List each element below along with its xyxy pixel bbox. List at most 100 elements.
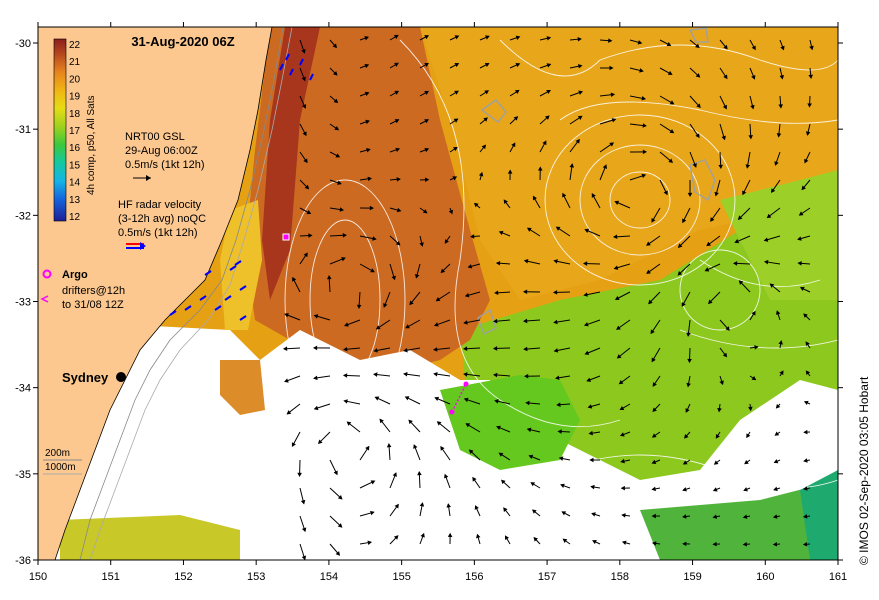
velocity-arrow-head [495, 261, 501, 266]
velocity-arrow-head [732, 261, 738, 266]
velocity-arrow-head [453, 118, 459, 123]
velocity-arrow-head [802, 541, 808, 547]
hf-radar-vector [204, 270, 212, 276]
velocity-arrow-head [344, 322, 349, 327]
velocity-arrow-head [394, 90, 400, 95]
velocity-arrow-head [356, 304, 362, 310]
hf-radar-vectors [169, 53, 314, 321]
velocity-arrow-head [463, 397, 469, 403]
y-tick-label: -33 [15, 297, 31, 309]
velocity-arrow-head [337, 523, 343, 528]
velocity-arrow-head [408, 419, 413, 425]
velocity-arrow-head [805, 370, 811, 376]
x-tick-label: 152 [174, 571, 192, 583]
velocity-arrow-head [803, 313, 808, 318]
colorbar-tick-label: 19 [69, 92, 81, 103]
sydney-marker [116, 372, 126, 382]
velocity-arrow-head [590, 484, 595, 490]
velocity-arrow-head [332, 43, 338, 49]
hf-legend-line3: 0.5m/s (1kt 12h) [118, 227, 197, 239]
velocity-arrow-head [569, 163, 575, 168]
velocity-arrow-head [619, 405, 625, 411]
velocity-arrow-head [370, 480, 376, 485]
velocity-arrow-head [746, 433, 751, 439]
velocity-arrow-head [420, 532, 425, 538]
velocity-arrow-head [317, 439, 323, 445]
velocity-arrow-head [682, 487, 687, 492]
velocity-arrow-head [481, 144, 487, 150]
velocity-arrow-head [470, 234, 475, 239]
velocity-arrow-head [424, 62, 430, 67]
velocity-arrow-head [682, 460, 688, 465]
velocity-arrow-head [462, 346, 468, 351]
colorbar-tick-label: 13 [69, 195, 81, 206]
velocity-arrow-head [695, 73, 701, 78]
velocity-arrow-head [453, 146, 458, 152]
sst-patch-shelf [60, 515, 240, 560]
velocity-arrow-head [803, 458, 808, 463]
velocity-arrow-head [300, 499, 306, 505]
velocity-arrow-head [611, 118, 617, 123]
velocity-arrow-head [303, 252, 308, 258]
velocity-arrow-head [801, 185, 806, 191]
colorbar-tick-label: 22 [69, 40, 81, 51]
velocity-arrow-head [642, 149, 648, 155]
velocity-arrow-head [722, 352, 728, 358]
velocity-arrow-head [484, 62, 490, 68]
velocity-arrow-head [721, 135, 726, 141]
drifters-legend-line2: to 31/08 12Z [62, 299, 124, 311]
colorbar-tick-label: 21 [69, 57, 81, 68]
sydney-label: Sydney [62, 370, 109, 385]
velocity-arrow-head [652, 407, 657, 413]
velocity-arrow-head [463, 372, 468, 377]
hf-radar-vector [285, 53, 290, 61]
velocity-arrow-head [454, 90, 459, 95]
velocity-arrow-head [424, 90, 430, 95]
imos-credit: © IMOS 02-Sep-2020 03:05 Hobart [857, 376, 871, 565]
velocity-arrow-head [779, 370, 784, 376]
velocity-arrow-head [433, 347, 438, 352]
velocity-arrow-head [301, 104, 307, 109]
velocity-arrow-head [687, 192, 693, 198]
velocity-arrow-head [557, 429, 562, 434]
sst-green-patch-2 [640, 480, 838, 560]
velocity-arrow-head [405, 324, 410, 329]
velocity-arrow-head [483, 117, 488, 122]
velocity-arrow-head [562, 192, 567, 198]
cloud-mask-eddy [330, 380, 460, 445]
velocity-arrow-head [424, 177, 430, 183]
hf-radar-vector [199, 295, 207, 301]
velocity-arrow-head [342, 233, 348, 238]
velocity-arrow-head [651, 541, 657, 546]
velocity-arrow-head [379, 418, 384, 424]
velocity-arrow-head [555, 226, 561, 231]
velocity-arrow-head [577, 115, 583, 120]
velocity-arrow-head [686, 332, 691, 337]
velocity-arrow-head [809, 45, 814, 51]
velocity-arrow-head [515, 62, 521, 68]
velocity-arrow-head [619, 432, 625, 437]
map-title: 31-Aug-2020 06Z [131, 34, 234, 49]
colorbar-tick-label: 18 [69, 109, 81, 120]
velocity-arrow-head [722, 104, 727, 110]
velocity-arrow-head [367, 540, 373, 545]
velocity-arrow-head [484, 90, 490, 95]
sst-warm-eac [245, 27, 490, 370]
velocity-arrow-head [383, 303, 388, 308]
velocity-arrow-head [444, 239, 449, 244]
velocity-arrow-head [609, 142, 615, 147]
drifters-legend-line1: drifters@12h [62, 285, 125, 297]
velocity-arrow-head [723, 44, 728, 50]
velocity-arrow-head [494, 290, 499, 296]
velocity-arrow-head [292, 276, 297, 282]
velocity-arrow-head [424, 147, 430, 153]
velocity-arrow-head [301, 76, 306, 82]
velocity-arrow-head [393, 535, 399, 540]
velocity-arrow-head [391, 275, 396, 281]
velocity-arrow-head [602, 164, 607, 169]
velocity-arrow-head [553, 319, 558, 325]
velocity-arrow-head [558, 456, 564, 461]
velocity-arrow-head [498, 452, 504, 457]
colorbar-tick-label: 17 [69, 126, 81, 137]
